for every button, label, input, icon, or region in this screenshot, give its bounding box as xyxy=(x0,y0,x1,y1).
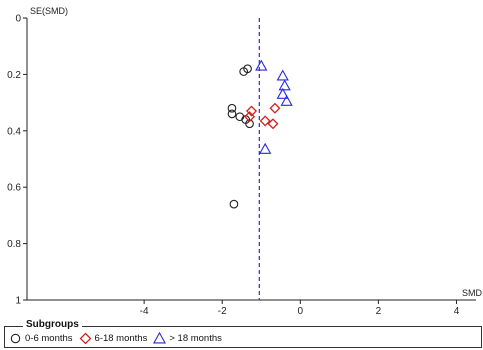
x-tick-label: 4 xyxy=(454,306,460,317)
x-tick-label: -4 xyxy=(140,306,149,317)
data-point-triangle xyxy=(259,142,272,154)
x-axis-label: SMD xyxy=(462,288,483,298)
data-points xyxy=(227,59,293,209)
legend-label: 6-18 months xyxy=(94,332,148,344)
legend-label: 0-6 months xyxy=(25,332,73,344)
y-tick-label: 0.6 xyxy=(7,183,21,194)
data-point-diamond xyxy=(259,115,271,127)
data-point-diamond xyxy=(267,118,279,130)
x-tick-label: -2 xyxy=(218,306,227,317)
data-point-triangle xyxy=(276,69,289,81)
x-tick-label: 0 xyxy=(298,306,304,317)
data-point-diamond xyxy=(245,105,258,117)
data-point-circle xyxy=(227,109,237,119)
y-tick-label: 0.8 xyxy=(7,239,21,250)
data-point-diamond xyxy=(244,111,256,123)
legend-item: 6-18 months xyxy=(79,332,148,344)
data-point-circle xyxy=(227,103,237,113)
diamond-marker-icon xyxy=(79,332,91,344)
legend-items: 0-6 months 6-18 months > 18 months xyxy=(9,332,228,344)
data-point-diamond xyxy=(269,102,281,114)
legend-marker xyxy=(153,332,167,344)
legend-title: Subgroups xyxy=(23,319,82,330)
legend-marker xyxy=(10,333,21,344)
data-point-circle xyxy=(245,119,254,129)
legend-item: > 18 months xyxy=(153,332,222,344)
legend-marker xyxy=(79,332,91,344)
data-point-circle xyxy=(229,199,239,209)
tick-labels: 0 0.2 0.4 0.6 0.8 1 -4 -2 0 2 4 xyxy=(7,14,460,318)
y-tick-label: 1 xyxy=(15,296,21,307)
triangle-marker-icon xyxy=(153,332,167,344)
data-point-triangle xyxy=(255,59,268,71)
y-axis-label: SE(SMD) xyxy=(30,6,68,16)
data-point-triangle xyxy=(278,79,291,91)
x-tick-label: 2 xyxy=(376,306,382,317)
circle-marker-icon xyxy=(10,333,21,344)
funnel-plot: 0 0.2 0.4 0.6 0.8 1 -4 -2 0 2 4 SE(SMD) SMD xyxy=(7,6,483,318)
y-tick-label: 0.4 xyxy=(7,126,21,137)
data-point-triangle xyxy=(280,94,293,106)
axes xyxy=(23,17,476,304)
data-point-circle xyxy=(239,67,249,76)
data-point-triangle xyxy=(276,87,289,99)
legend-label: > 18 months xyxy=(169,332,222,344)
y-tick-label: 0 xyxy=(15,14,21,25)
legend: Subgroups 0-6 months 6-18 months > 18 mont… xyxy=(4,319,482,348)
legend-item: 0-6 months xyxy=(9,332,73,344)
y-tick-label: 0.2 xyxy=(7,70,21,81)
